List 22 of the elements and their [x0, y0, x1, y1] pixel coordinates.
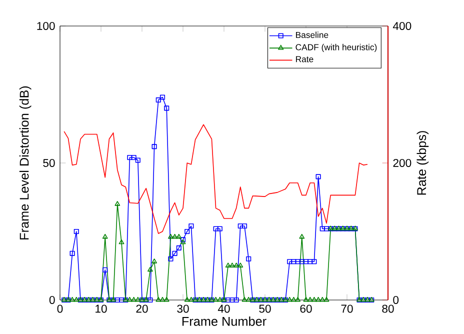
- y-tick-label: 0: [49, 296, 55, 304]
- x-tick-label: 20: [136, 304, 148, 313]
- line-series: [64, 124, 368, 234]
- x-axis-title: Frame Number: [182, 316, 266, 326]
- y2-tick-label: 0: [393, 296, 399, 304]
- x-tick-label: 70: [341, 304, 353, 313]
- x-tick-label: 0: [57, 304, 63, 313]
- x-tick-label: 50: [259, 304, 271, 313]
- legend-label: CADF (with heuristic): [296, 44, 377, 52]
- y2-tick-label: 400: [392, 22, 412, 30]
- y-axis-title: Frame Level Distortion (dB): [19, 86, 32, 240]
- y2-tick-label: 200: [393, 158, 412, 167]
- y-tick-label: 50: [43, 158, 55, 167]
- y-tick-label: 100: [37, 22, 55, 30]
- x-tick-label: 30: [177, 304, 189, 313]
- x-tick-label: 80: [382, 304, 394, 313]
- x-tick-label: 40: [218, 304, 230, 313]
- x-tick-label: 60: [300, 304, 312, 313]
- x-tick-label: 10: [96, 304, 107, 313]
- legend-label: Baseline: [296, 32, 328, 38]
- y2-axis-title: Rate (kbps): [416, 131, 429, 195]
- legend-label: Rate: [296, 56, 314, 62]
